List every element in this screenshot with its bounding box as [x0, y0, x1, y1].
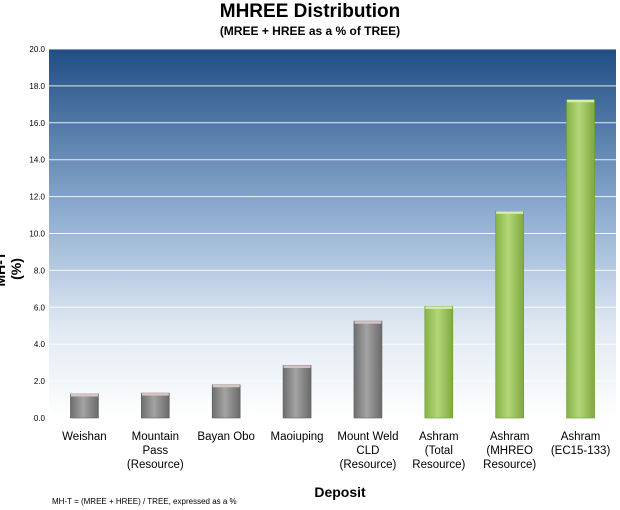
x-tick-label: Resource) — [483, 459, 536, 471]
x-tick-label: Ashram — [490, 431, 530, 443]
bar-top-highlight — [283, 365, 311, 368]
chart-subtitle: (MREE + HREE as a % of TREE) — [219, 24, 401, 38]
bar-top-highlight — [70, 394, 98, 397]
bar — [353, 320, 383, 419]
bar-top-highlight — [567, 99, 595, 103]
bar-top-highlight — [354, 321, 382, 324]
y-tick-label: 14.0 — [29, 156, 45, 165]
x-tick-label: CLD — [356, 445, 379, 457]
y-tick-label: 2.0 — [34, 377, 46, 386]
y-tick-label: 20.0 — [29, 45, 45, 54]
x-tick-label: Maoiuping — [271, 431, 324, 443]
x-axis-label: Deposit — [314, 484, 366, 500]
y-tick-label: 10.0 — [29, 230, 45, 239]
x-tick-label: Pass — [143, 445, 169, 457]
bar — [495, 211, 524, 419]
bar-top-highlight — [425, 306, 453, 309]
y-tick-label: 0.0 — [34, 414, 46, 423]
x-tick-label: (Total — [425, 445, 453, 457]
x-tick-label: Ashram — [561, 431, 601, 443]
y-tick-label: 8.0 — [34, 266, 46, 275]
y-tick-label: 4.0 — [34, 340, 46, 349]
y-tick-label: 18.0 — [29, 82, 45, 91]
x-tick-label: Mount Weld — [337, 431, 398, 443]
bar — [424, 306, 454, 419]
bar — [211, 384, 241, 419]
bar — [141, 392, 170, 419]
bar — [282, 365, 312, 419]
x-tick-label: Bayan Obo — [197, 431, 255, 443]
bar-top-highlight — [496, 211, 524, 214]
x-tick-label: (EC15-133) — [551, 445, 611, 457]
y-tick-label: 16.0 — [29, 119, 45, 128]
x-tick-label: (Resource) — [339, 459, 396, 471]
x-tick-label: Ashram — [419, 431, 459, 443]
x-tick-label: Resource) — [412, 459, 465, 471]
bar-top-highlight — [212, 384, 240, 388]
y-tick-label: 6.0 — [34, 303, 46, 312]
x-tick-label: Mountain — [132, 431, 179, 443]
footnote: MH-T = (MREE + HREE) / TREE, expressed a… — [52, 497, 237, 506]
bar — [566, 99, 595, 419]
x-tick-label: (MHREO — [486, 445, 533, 457]
bar — [70, 393, 99, 419]
y-tick-label: 12.0 — [29, 193, 45, 202]
bar-top-highlight — [141, 393, 169, 396]
x-tick-label: (Resource) — [127, 459, 184, 471]
x-tick-label: Weishan — [62, 431, 107, 443]
chart-title: MHREE Distribution — [219, 1, 401, 22]
